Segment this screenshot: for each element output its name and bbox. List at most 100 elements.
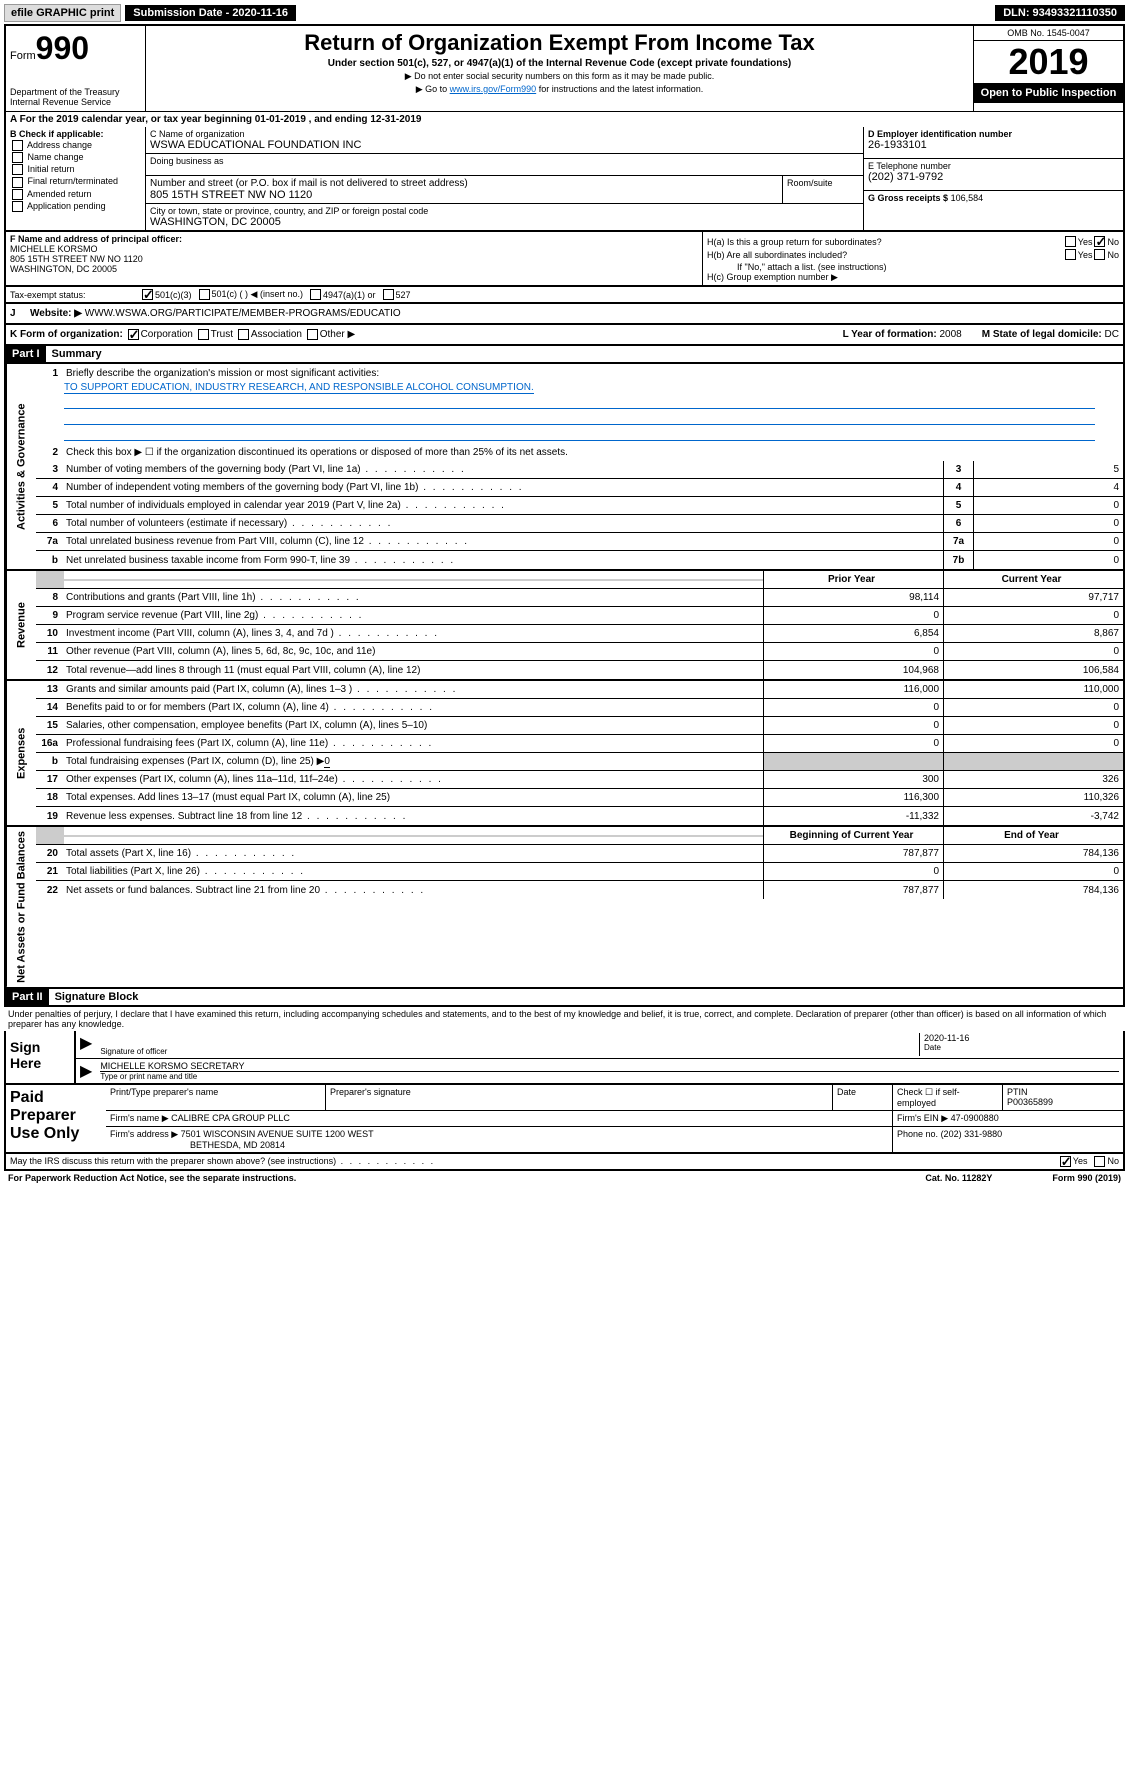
curr-13: 110,000 xyxy=(943,681,1123,698)
note-2: ▶ Go to www.irs.gov/Form990 for instruct… xyxy=(150,84,969,95)
checkbox-corp[interactable] xyxy=(128,329,139,340)
governance-tab: Activities & Governance xyxy=(6,364,36,569)
dln: DLN: 93493321110350 xyxy=(995,5,1125,21)
checkbox-501c3[interactable] xyxy=(142,289,153,300)
current-year-header: Current Year xyxy=(943,571,1123,588)
phone-row: E Telephone number (202) 371-9792 xyxy=(864,159,1123,191)
curr-22: 784,136 xyxy=(943,881,1123,899)
checkbox-discuss-yes[interactable] xyxy=(1060,1156,1071,1167)
officer-name: MICHELLE KORSMO SECRETARY xyxy=(100,1061,1119,1072)
line-11: Other revenue (Part VIII, column (A), li… xyxy=(64,645,763,658)
checkbox-4947[interactable] xyxy=(310,289,321,300)
submission-date: Submission Date - 2020-11-16 xyxy=(125,5,296,21)
checkbox-hb-no[interactable] xyxy=(1094,249,1105,260)
line-5: Total number of individuals employed in … xyxy=(64,499,943,512)
line-7b: Net unrelated business taxable income fr… xyxy=(64,554,943,567)
subtitle: Under section 501(c), 527, or 4947(a)(1)… xyxy=(150,58,969,69)
form-box: Form990 Department of the Treasury Inter… xyxy=(6,26,146,111)
sig-date: 2020-11-16 xyxy=(924,1033,1119,1043)
org-name-row: C Name of organization WSWA EDUCATIONAL … xyxy=(146,127,863,154)
self-employed-check: Check ☐ if self-employed xyxy=(893,1085,1003,1110)
expenses-tab: Expenses xyxy=(6,681,36,825)
checkbox-address-change[interactable] xyxy=(12,140,23,151)
line-22: Net assets or fund balances. Subtract li… xyxy=(64,884,763,897)
firm-name-row: Firm's name ▶ CALIBRE CPA GROUP PLLC xyxy=(106,1111,893,1126)
checkbox-501c[interactable] xyxy=(199,289,210,300)
checkbox-527[interactable] xyxy=(383,289,394,300)
curr-17: 326 xyxy=(943,771,1123,788)
part1-title: Summary xyxy=(46,346,108,362)
ein-row: D Employer identification number 26-1933… xyxy=(864,127,1123,159)
line-13: Grants and similar amounts paid (Part IX… xyxy=(64,683,763,696)
val-7b: 0 xyxy=(973,551,1123,569)
ptin-cell: PTINP00365899 xyxy=(1003,1085,1123,1110)
line-3: Number of voting members of the governin… xyxy=(64,463,943,476)
checkbox-other[interactable] xyxy=(307,329,318,340)
prior-19: -11,332 xyxy=(763,807,943,825)
section-b: B Check if applicable: Address change Na… xyxy=(6,127,146,230)
irs-link[interactable]: www.irs.gov/Form990 xyxy=(450,84,537,94)
state-domicile: M State of legal domicile: DC xyxy=(982,329,1119,340)
prior-year-header: Prior Year xyxy=(763,571,943,588)
officer-info: F Name and address of principal officer:… xyxy=(6,232,703,285)
address-row: Number and street (or P.O. box if mail i… xyxy=(146,176,783,203)
j-label: J xyxy=(10,308,30,319)
line-2: Check this box ▶ ☐ if the organization d… xyxy=(64,446,1123,459)
prior-20: 787,877 xyxy=(763,845,943,862)
line-10: Investment income (Part VIII, column (A)… xyxy=(64,627,763,640)
omb-number: OMB No. 1545-0047 xyxy=(974,26,1123,41)
mission-text: TO SUPPORT EDUCATION, INDUSTRY RESEARCH,… xyxy=(64,382,534,394)
checkbox-discuss-no[interactable] xyxy=(1094,1156,1105,1167)
line-8: Contributions and grants (Part VIII, lin… xyxy=(64,591,763,604)
paid-preparer-label: Paid Preparer Use Only xyxy=(6,1085,106,1152)
curr-14: 0 xyxy=(943,699,1123,716)
line-20: Total assets (Part X, line 16) xyxy=(64,847,763,860)
website-url: WWW.WSWA.ORG/PARTICIPATE/MEMBER-PROGRAMS… xyxy=(85,308,401,319)
efile-button[interactable]: efile GRAPHIC print xyxy=(4,4,121,22)
beginning-header: Beginning of Current Year xyxy=(763,827,943,844)
line-17: Other expenses (Part IX, column (A), lin… xyxy=(64,773,763,786)
checkbox-hb-yes[interactable] xyxy=(1065,249,1076,260)
preparer-name-header: Print/Type preparer's name xyxy=(106,1085,326,1110)
checkbox-final-return[interactable] xyxy=(12,177,23,188)
checkbox-application[interactable] xyxy=(12,201,23,212)
curr-20: 784,136 xyxy=(943,845,1123,862)
preparer-sig-header: Preparer's signature xyxy=(326,1085,833,1110)
line-12: Total revenue—add lines 8 through 11 (mu… xyxy=(64,664,763,677)
prior-12: 104,968 xyxy=(763,661,943,679)
form-footer: Form 990 (2019) xyxy=(1052,1173,1121,1183)
line-16b: Total fundraising expenses (Part IX, col… xyxy=(64,755,763,768)
curr-15: 0 xyxy=(943,717,1123,734)
preparer-date-header: Date xyxy=(833,1085,893,1110)
hb-note: If "No," attach a list. (see instruction… xyxy=(707,262,1119,272)
arrow-icon: ▶ xyxy=(80,1033,92,1056)
checkbox-initial-return[interactable] xyxy=(12,164,23,175)
line-21: Total liabilities (Part X, line 26) xyxy=(64,865,763,878)
checkbox-name-change[interactable] xyxy=(12,152,23,163)
line-15: Salaries, other compensation, employee b… xyxy=(64,719,763,732)
line-6: Total number of volunteers (estimate if … xyxy=(64,517,943,530)
perjury-statement: Under penalties of perjury, I declare th… xyxy=(4,1007,1125,1031)
checkbox-ha-no[interactable] xyxy=(1094,236,1105,247)
tax-year: 2019 xyxy=(974,41,1123,83)
dba-row: Doing business as xyxy=(146,154,863,176)
prior-9: 0 xyxy=(763,607,943,624)
checkbox-assoc[interactable] xyxy=(238,329,249,340)
checkbox-amended[interactable] xyxy=(12,189,23,200)
city-row: City or town, state or province, country… xyxy=(146,203,863,230)
part2-title: Signature Block xyxy=(49,989,145,1005)
curr-19: -3,742 xyxy=(943,807,1123,825)
val-3: 5 xyxy=(973,461,1123,478)
checkbox-trust[interactable] xyxy=(198,329,209,340)
curr-11: 0 xyxy=(943,643,1123,660)
prior-8: 98,114 xyxy=(763,589,943,606)
end-header: End of Year xyxy=(943,827,1123,844)
mission-blank-1 xyxy=(64,395,1095,409)
paperwork-notice: For Paperwork Reduction Act Notice, see … xyxy=(8,1173,296,1183)
mission-blank-3 xyxy=(64,427,1095,441)
net-assets-tab: Net Assets or Fund Balances xyxy=(6,827,36,987)
prior-21: 0 xyxy=(763,863,943,880)
firm-phone-row: Phone no. (202) 331-9880 xyxy=(893,1127,1123,1152)
form-number: 990 xyxy=(36,30,89,66)
checkbox-ha-yes[interactable] xyxy=(1065,236,1076,247)
